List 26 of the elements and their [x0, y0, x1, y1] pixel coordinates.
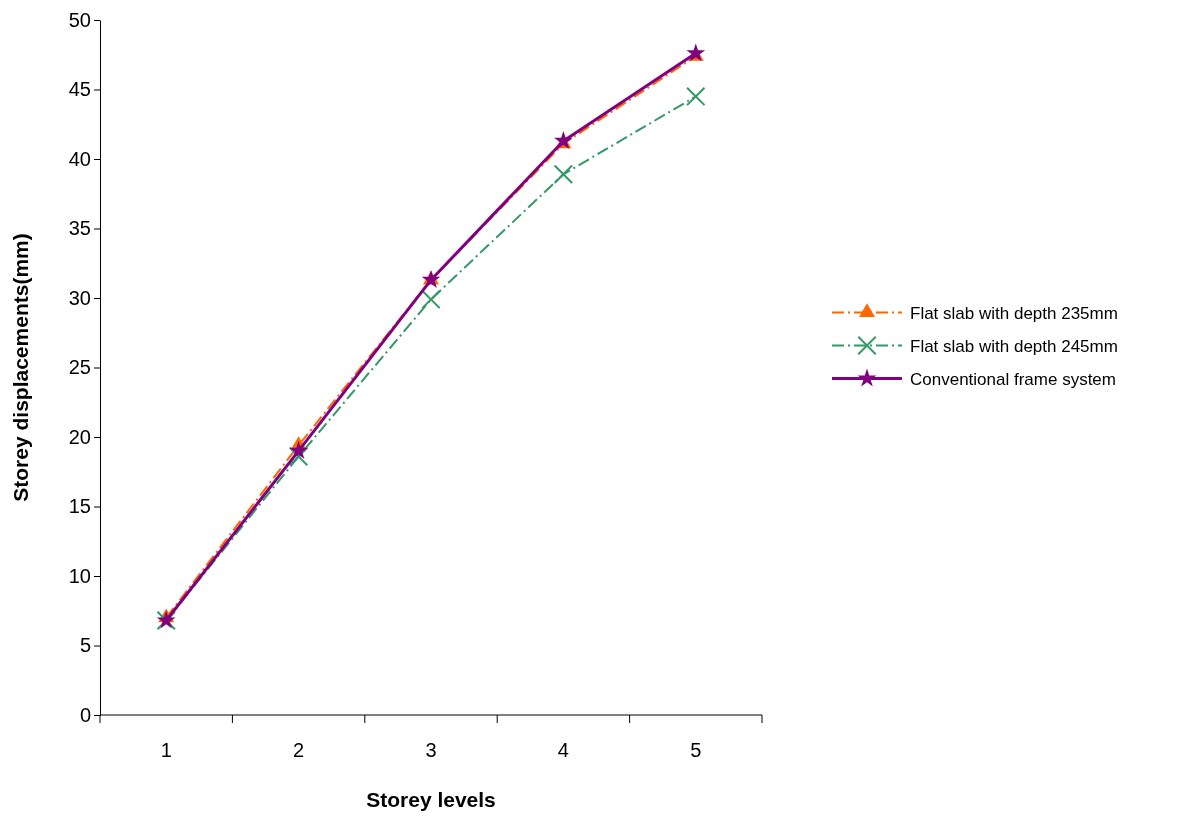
point [289, 441, 309, 459]
point [421, 289, 441, 310]
y-tick-label: 15 [68, 495, 91, 518]
y-tick-label: 35 [68, 217, 91, 240]
x-axis-title: Storey levels [366, 788, 496, 811]
x-tick-label: 1 [160, 739, 172, 761]
legend-label: Conventional frame system [910, 369, 1116, 389]
y-tick-label: 5 [79, 634, 91, 657]
x-tick-label: 4 [557, 739, 569, 761]
x-tick-label: 3 [425, 739, 437, 761]
point [686, 86, 706, 107]
y-tick-label: 25 [68, 356, 91, 379]
y-tick-label: 30 [68, 286, 91, 309]
legend-label: Flat slab with depth 245mm [910, 336, 1118, 356]
y-tick-label: 0 [79, 703, 91, 726]
x-tick-label: 5 [690, 739, 702, 761]
legend-label: Flat slab with depth 235mm [910, 303, 1118, 323]
y-tick-label: 50 [68, 8, 91, 31]
y-tick-label: 10 [68, 564, 91, 587]
y-tick-label: 40 [68, 147, 91, 170]
point [553, 164, 574, 184]
point [288, 446, 309, 467]
y-axis-title: Storey displacements(mm) [9, 233, 32, 502]
y-tick-label: 20 [68, 425, 91, 448]
y-tick-label: 45 [68, 78, 91, 101]
x-tick-label: 2 [293, 739, 305, 761]
